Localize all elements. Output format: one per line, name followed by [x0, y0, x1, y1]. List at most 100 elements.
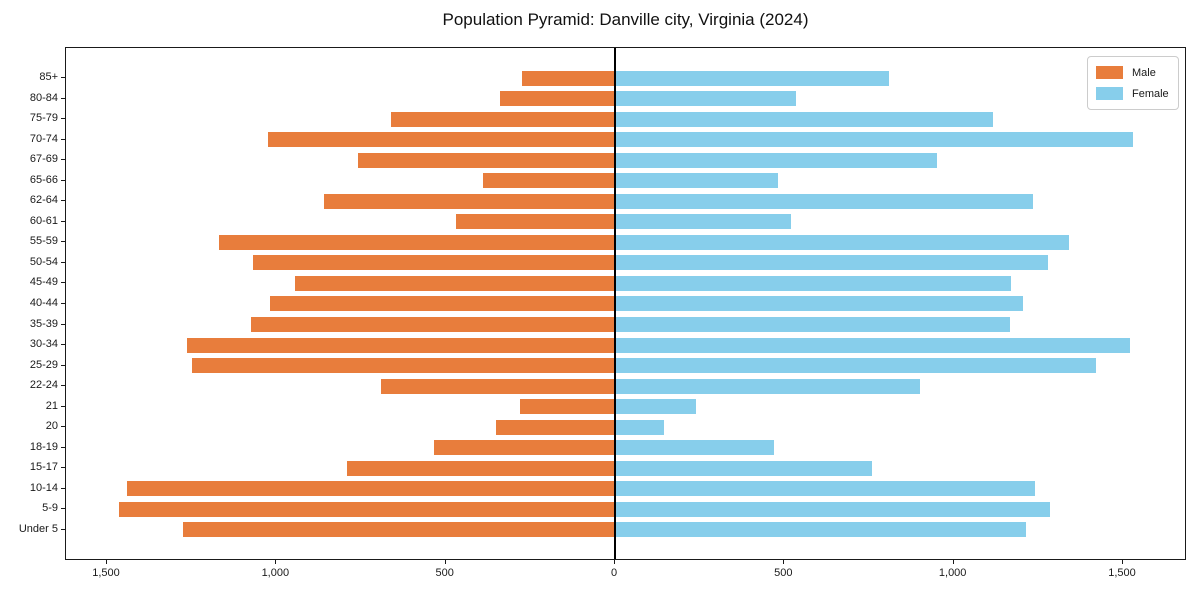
bar-female — [615, 317, 1010, 333]
y-tick-mark — [61, 220, 65, 222]
y-tick-mark — [61, 446, 65, 448]
x-tick-label: 1,000 — [261, 567, 290, 579]
bar-male — [499, 91, 615, 107]
y-tick-mark — [61, 487, 65, 489]
bar-female — [615, 419, 665, 435]
y-tick-mark — [61, 323, 65, 325]
y-tick-label: 62-64 — [29, 194, 58, 207]
y-tick-label: 45-49 — [29, 276, 58, 289]
bar-female — [615, 111, 993, 127]
y-tick-mark — [61, 508, 65, 510]
bar-male — [186, 337, 615, 353]
y-tick-label: 60-61 — [29, 214, 58, 227]
bar-male — [496, 419, 615, 435]
x-tick-mark — [952, 560, 954, 564]
y-tick-mark — [61, 467, 65, 469]
y-tick-mark — [61, 159, 65, 161]
bar-female — [615, 399, 697, 415]
y-tick-label: 25-29 — [29, 358, 58, 371]
legend-item-female: Female — [1096, 85, 1170, 102]
bar-female — [615, 378, 920, 394]
y-tick-mark — [61, 200, 65, 202]
bar-male — [269, 296, 615, 312]
bar-female — [615, 481, 1035, 497]
y-tick-label: 67-69 — [29, 153, 58, 166]
y-tick-mark — [61, 97, 65, 99]
y-tick-label: 40-44 — [29, 296, 58, 309]
bar-male — [357, 152, 615, 168]
bar-female — [615, 91, 797, 107]
y-tick-mark — [61, 302, 65, 304]
y-tick-label: Under 5 — [18, 522, 58, 535]
bar-female — [615, 255, 1049, 271]
bar-male — [118, 501, 615, 517]
bar-male — [183, 522, 615, 538]
bar-male — [482, 173, 615, 189]
y-tick-mark — [61, 118, 65, 120]
y-tick-label: 75-79 — [29, 112, 58, 125]
y-tick-label: 18-19 — [29, 440, 58, 453]
bar-male — [218, 234, 615, 250]
y-tick-mark — [61, 282, 65, 284]
bar-male — [127, 481, 615, 497]
plot-area — [65, 47, 1186, 560]
y-tick-label: 10-14 — [29, 481, 58, 494]
y-tick-mark — [61, 426, 65, 428]
bar-female — [615, 440, 775, 456]
y-tick-label: 70-74 — [29, 132, 58, 145]
y-tick-mark — [61, 385, 65, 387]
x-tick-label: 500 — [435, 567, 454, 579]
male-swatch — [1096, 66, 1123, 79]
y-tick-mark — [61, 241, 65, 243]
bar-female — [615, 214, 792, 230]
bar-female — [615, 275, 1012, 291]
x-tick-mark — [275, 560, 277, 564]
bar-male — [455, 214, 615, 230]
y-tick-mark — [61, 364, 65, 366]
bar-male — [323, 193, 615, 209]
bar-male — [250, 317, 615, 333]
bar-male — [433, 440, 615, 456]
x-tick-mark — [444, 560, 446, 564]
bar-female — [615, 460, 873, 476]
y-tick-label: 55-59 — [29, 235, 58, 248]
x-tick-mark — [106, 560, 107, 564]
bar-female — [615, 234, 1069, 250]
y-tick-label: 80-84 — [29, 91, 58, 104]
bar-female — [615, 132, 1134, 148]
bar-male — [521, 70, 615, 86]
legend-item-male: Male — [1096, 64, 1170, 81]
female-swatch — [1096, 87, 1123, 100]
bar-female — [615, 358, 1096, 374]
legend: Male Female — [1087, 56, 1179, 110]
x-tick-label: 0 — [610, 567, 618, 579]
y-tick-mark — [61, 138, 65, 140]
x-tick-label: 1,500 — [92, 567, 120, 579]
y-tick-mark — [61, 528, 65, 530]
y-tick-label: 15-17 — [29, 461, 58, 474]
y-tick-label: 65-66 — [29, 173, 58, 186]
bar-male — [520, 399, 615, 415]
y-tick-label: 30-34 — [29, 338, 58, 351]
bar-female — [615, 522, 1027, 538]
y-tick-mark — [61, 179, 65, 181]
y-tick-label: 21 — [45, 399, 58, 412]
y-tick-mark — [61, 405, 65, 407]
y-tick-label: 50-54 — [29, 255, 58, 268]
x-tick-label: 1,500 — [1108, 567, 1136, 579]
y-tick-label: 35-39 — [29, 317, 58, 330]
legend-label-female: Female — [1132, 87, 1169, 100]
bar-male — [381, 378, 615, 394]
bar-female — [615, 70, 890, 86]
bar-male — [252, 255, 615, 271]
x-tick-mark — [783, 560, 785, 564]
bar-male — [191, 358, 615, 374]
chart-title: Population Pyramid: Danville city, Virgi… — [442, 10, 809, 29]
bar-female — [615, 501, 1051, 517]
y-tick-label: 85+ — [39, 71, 58, 83]
zero-axis-line — [614, 48, 616, 559]
y-tick-label: 22-24 — [29, 379, 58, 392]
legend-label-male: Male — [1132, 66, 1156, 79]
bar-male — [347, 460, 615, 476]
